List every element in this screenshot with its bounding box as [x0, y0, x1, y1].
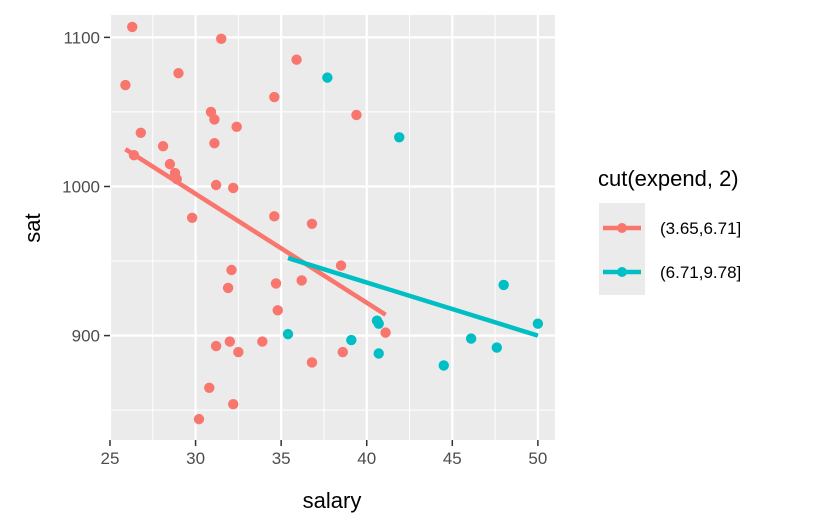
x-tick-label-4: 45	[443, 449, 462, 468]
data-point-s1-1	[127, 21, 138, 33]
data-point-s1-31	[257, 336, 268, 347]
data-point-s1-4	[216, 33, 227, 45]
x-tick-label-2: 35	[272, 449, 291, 468]
data-point-s1-21	[306, 218, 318, 229]
data-point-s1-27	[272, 305, 283, 316]
data-point-s2-2	[394, 132, 405, 143]
data-point-s2-12	[532, 318, 544, 329]
data-point-s1-17	[210, 179, 222, 191]
data-point-s1-37	[193, 413, 205, 425]
x-axis-title: salary	[303, 488, 362, 513]
x-tick-label-3: 40	[357, 449, 376, 468]
plot-panel	[110, 15, 555, 440]
y-tick-label-2: 1100	[63, 28, 100, 47]
data-point-s1-32	[337, 346, 348, 358]
data-point-s1-11	[171, 173, 182, 185]
data-point-s1-8	[157, 141, 169, 152]
x-axis: 25 30 35 40 45 50	[101, 440, 547, 468]
data-point-s2-9	[465, 333, 477, 344]
x-tick-label-1: 30	[186, 449, 205, 468]
data-point-s2-3	[282, 328, 294, 340]
x-tick-label-0: 25	[101, 449, 120, 468]
data-point-s1-20	[269, 211, 280, 222]
data-point-s1-36	[228, 399, 239, 410]
legend-label-1: (3.65,6.71]	[660, 219, 741, 238]
data-point-s1-6	[135, 127, 147, 139]
fit-line-series-1	[124, 147, 387, 317]
data-point-s1-30	[233, 346, 244, 358]
data-point-s2-8	[438, 360, 449, 371]
data-point-s1-3	[173, 67, 184, 79]
legend-label-2: (6.71,9.78]	[660, 263, 741, 282]
data-point-s1-35	[204, 382, 215, 394]
fit-line-series-2	[287, 255, 539, 338]
data-point-s1-13	[209, 114, 220, 125]
fit-lines	[124, 147, 539, 338]
data-point-s1-23	[335, 260, 347, 271]
data-point-s1-38	[351, 109, 362, 121]
data-point-s2-1	[322, 72, 333, 83]
x-tick-label-5: 50	[528, 449, 547, 468]
data-point-s1-16	[269, 91, 280, 103]
data-point-s2-10	[491, 342, 503, 353]
grid-major	[108, 15, 555, 440]
legend-key-point-2	[617, 267, 627, 277]
data-point-s1-29	[224, 336, 236, 347]
data-point-s1-9	[164, 158, 176, 170]
y-axis: 900 1000 1100	[62, 28, 110, 346]
data-point-s1-26	[296, 275, 307, 286]
legend-title: cut(expend, 2)	[598, 166, 739, 191]
data-point-s1-7	[128, 149, 140, 161]
data-point-s2-6	[373, 318, 384, 329]
legend-key-point-1	[617, 223, 627, 233]
y-tick-label-1: 1000	[62, 177, 100, 196]
data-point-s1-22	[226, 264, 237, 276]
data-point-s1-2	[120, 79, 131, 91]
data-point-s1-15	[209, 138, 220, 149]
legend-key-background	[599, 203, 645, 295]
grid-minor	[110, 15, 555, 440]
data-point-s1-14	[231, 121, 242, 133]
data-point-s2-11	[498, 279, 509, 291]
data-points	[120, 21, 544, 425]
data-point-s2-4	[346, 334, 357, 346]
y-tick-label-0: 900	[72, 327, 100, 346]
data-point-s1-5	[291, 54, 302, 65]
data-point-s1-28	[210, 340, 222, 352]
data-point-s2-7	[373, 348, 384, 359]
data-point-s1-33	[306, 357, 318, 368]
data-point-s1-25	[270, 278, 282, 289]
legend: cut(expend, 2) (3.65,6.71] (6.71,9.78]	[598, 166, 741, 295]
data-point-s1-34	[380, 327, 391, 338]
y-axis-title: sat	[20, 213, 45, 242]
data-point-s1-18	[228, 182, 239, 194]
data-point-s1-19	[186, 212, 198, 224]
data-point-s1-24	[222, 282, 234, 294]
